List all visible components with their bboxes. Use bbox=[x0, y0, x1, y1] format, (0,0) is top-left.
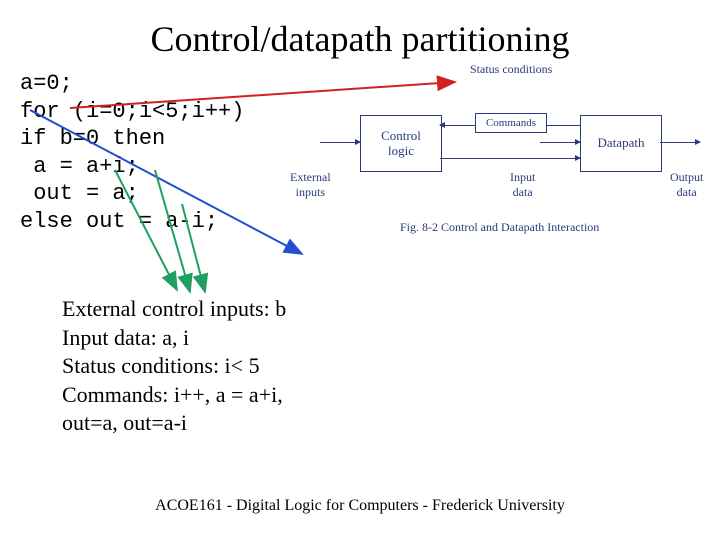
control-datapath-diagram: Control logic Datapath Status conditions… bbox=[315, 70, 710, 240]
input-data-arrow bbox=[540, 142, 580, 143]
output-data-arrow bbox=[660, 142, 700, 143]
desc-line: Input data: a, i bbox=[62, 324, 286, 353]
status-label: Status conditions bbox=[470, 62, 552, 77]
output-data-label: Output data bbox=[670, 170, 703, 200]
desc-line: Commands: i++, a = a+i, bbox=[62, 381, 286, 410]
ext-inputs-label: External inputs bbox=[290, 170, 331, 200]
diagram-caption: Fig. 8-2 Control and Datapath Interactio… bbox=[400, 220, 599, 235]
code-block: a=0; for (i=0;i<5;i++) if b=0 then a = a… bbox=[20, 70, 244, 235]
desc-line: out=a, out=a-i bbox=[62, 409, 286, 438]
ext-inputs-arrow bbox=[320, 142, 360, 143]
description-block: External control inputs: b Input data: a… bbox=[62, 295, 286, 438]
commands-arrow bbox=[440, 158, 580, 159]
desc-line: Status conditions: i< 5 bbox=[62, 352, 286, 381]
commands-label-box: Commands bbox=[475, 113, 547, 133]
control-logic-label: Control logic bbox=[381, 129, 421, 158]
footer: ACOE161 - Digital Logic for Computers - … bbox=[0, 497, 720, 515]
datapath-label: Datapath bbox=[598, 136, 645, 150]
control-logic-box: Control logic bbox=[360, 115, 442, 172]
datapath-box: Datapath bbox=[580, 115, 662, 172]
input-data-label: Input data bbox=[510, 170, 535, 200]
desc-line: External control inputs: b bbox=[62, 295, 286, 324]
commands-label: Commands bbox=[486, 117, 536, 129]
page-title: Control/datapath partitioning bbox=[0, 18, 720, 60]
